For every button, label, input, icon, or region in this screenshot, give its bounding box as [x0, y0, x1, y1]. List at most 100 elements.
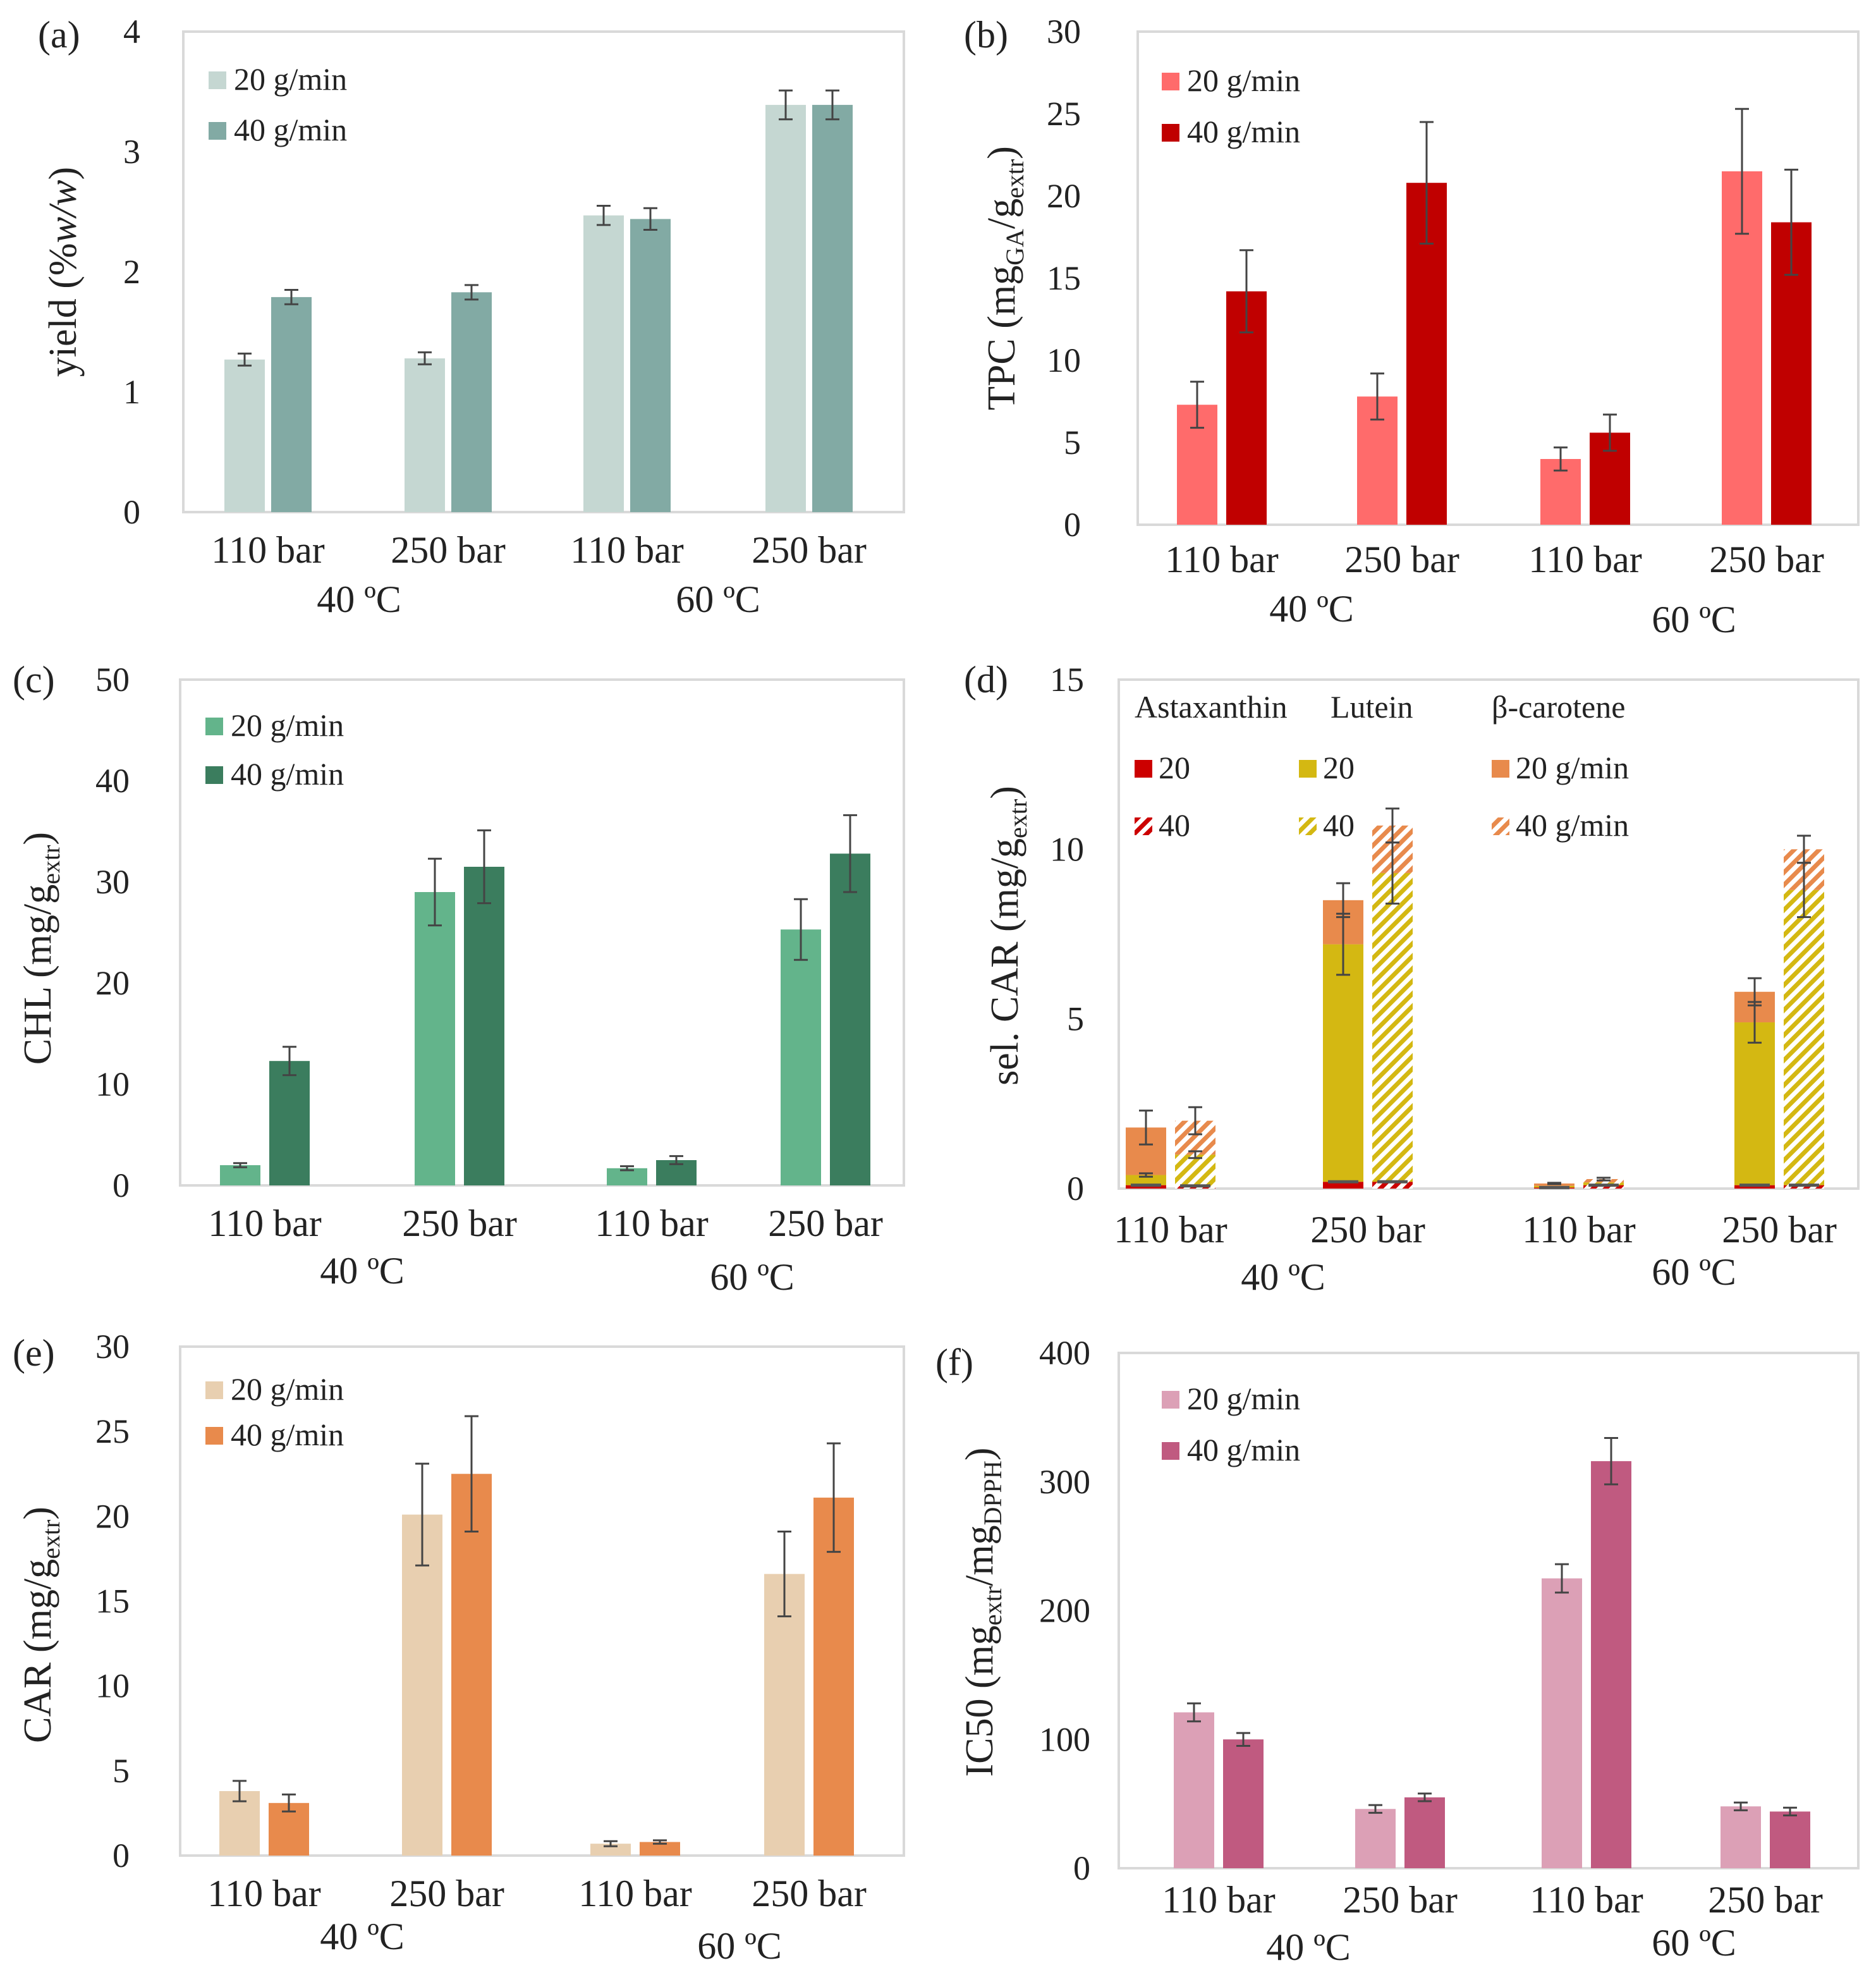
x-tick: 250 bar: [1708, 1879, 1823, 1921]
legend-d: Astaxanthin Lutein β-carotene 20 20 20 g…: [1135, 689, 1629, 843]
bar-20-2: [1542, 1578, 1582, 1868]
legend-swatch-20: [1162, 73, 1179, 90]
legend-b: 20 g/min 40 g/min: [1162, 63, 1300, 149]
group-label: 60 ºC: [697, 1925, 782, 1967]
y-tick: 10: [1050, 830, 1084, 868]
bar-40-2: [630, 219, 671, 512]
segment-astax-20-1: [1323, 1182, 1363, 1189]
panel-e: (e) CAR (mg/gextr) 0 5 10 15 20 25 30 20…: [13, 1328, 905, 1967]
panel-label-e: (e): [13, 1332, 55, 1374]
group-label: 40 ºC: [1266, 1926, 1351, 1968]
bar-20-0: [220, 1165, 260, 1185]
legend-label: 40: [1323, 807, 1355, 843]
segment-astax-40-3: [1784, 1185, 1824, 1189]
y-tick: 400: [1039, 1334, 1090, 1372]
bar-40-3: [812, 104, 853, 512]
bar-20-1: [405, 358, 445, 512]
x-tick: 250 bar: [389, 1873, 504, 1914]
legend-label-40: 40 g/min: [1187, 114, 1300, 149]
y-axis-label-c: CHL (mg/gextr): [16, 832, 65, 1065]
y-tick: 25: [95, 1412, 130, 1450]
y-tick: 20: [1047, 177, 1081, 215]
bar-20-1: [402, 1514, 442, 1856]
legend-label-40: 40 g/min: [234, 112, 347, 147]
x-tick: 110 bar: [1114, 1209, 1227, 1251]
group-label: 40 ºC: [320, 1916, 405, 1957]
y-tick: 10: [1047, 341, 1081, 379]
bars-b: [1177, 107, 1812, 525]
bar-40-3: [830, 853, 870, 1185]
legend-c: 20 g/min 40 g/min: [205, 707, 344, 792]
legend-label: 40 g/min: [1516, 807, 1629, 843]
segment-astax-40-1: [1372, 1182, 1413, 1189]
legend-swatch-astaxanthin-20: [1135, 760, 1152, 778]
legend-a: 20 g/min 40 g/min: [209, 61, 347, 147]
legend-swatch-40: [205, 766, 223, 784]
bar-40-0: [269, 1061, 310, 1185]
bars-a: [224, 89, 853, 512]
bar-20-1: [415, 892, 455, 1185]
panel-c: (c) CHL (mg/gextr) 0 10 20 30 40 50 20 g…: [13, 659, 905, 1298]
y-ticks-c: 0 10 20 30 40 50: [95, 661, 130, 1204]
y-tick: 15: [1047, 259, 1081, 297]
x-tick: 250 bar: [402, 1202, 517, 1244]
bar-20-3: [1721, 1806, 1761, 1868]
legend-label: 20: [1159, 750, 1190, 785]
legend-label-20: 20 g/min: [231, 1371, 344, 1407]
legend-swatch-lutein-20: [1299, 760, 1317, 778]
panel-a: (a) yield (%w/w) 0 1 2 3 4 20 g/min 40 g…: [38, 13, 905, 620]
y-tick: 1: [123, 373, 140, 411]
bar-40-1: [464, 867, 504, 1185]
segment-astax-20-0: [1126, 1185, 1166, 1189]
y-tick: 50: [95, 661, 130, 699]
y-tick: 20: [95, 964, 130, 1002]
panel-label-f: (f): [935, 1342, 973, 1383]
y-tick: 4: [123, 13, 140, 51]
x-tick: 250 bar: [1344, 539, 1459, 580]
panel-label-d: (d): [964, 659, 1008, 701]
legend-label-20: 20 g/min: [1187, 63, 1300, 98]
panel-d: (d) sel. CAR (mg/gextr) 0 5 10 15 Astaxa…: [964, 659, 1860, 1298]
legend-label: 40: [1159, 807, 1190, 843]
group-label: 60 ºC: [1652, 1251, 1736, 1293]
y-tick: 300: [1039, 1463, 1090, 1501]
y-tick: 15: [1050, 661, 1084, 699]
group-label: 40 ºC: [1269, 588, 1354, 630]
y-tick: 5: [113, 1752, 130, 1790]
legend-swatch-lutein-40: [1299, 817, 1317, 835]
bar-40-0: [271, 297, 312, 512]
y-tick: 30: [95, 1328, 130, 1366]
y-ticks-d: 0 5 10 15: [1050, 661, 1084, 1208]
bar-40-3: [813, 1497, 854, 1856]
segment-astax-40-2: [1583, 1185, 1624, 1189]
bar-20-3: [781, 929, 821, 1185]
legend-swatch-40: [1162, 1442, 1179, 1460]
y-tick: 2: [123, 253, 140, 291]
y-ticks-f: 0 100 200 300 400: [1039, 1334, 1090, 1887]
x-tick: 110 bar: [211, 529, 324, 571]
y-axis-label-a: yield (%w/w): [42, 167, 85, 377]
x-tick: 250 bar: [1709, 539, 1824, 580]
x-tick: 110 bar: [1528, 539, 1642, 580]
y-tick: 40: [95, 762, 130, 800]
panel-label-c: (c): [13, 659, 55, 701]
y-tick: 30: [1047, 13, 1081, 51]
y-tick: 15: [95, 1582, 130, 1620]
y-tick: 200: [1039, 1592, 1090, 1630]
y-ticks-e: 0 5 10 15 20 25 30: [95, 1328, 130, 1875]
segment-lutein-20-3: [1734, 1022, 1775, 1185]
group-label: 60 ºC: [1652, 599, 1736, 640]
segment-lutein-40-1: [1372, 872, 1413, 1182]
x-tick: 250 bar: [752, 1873, 867, 1914]
x-tick: 110 bar: [1165, 539, 1278, 580]
segment-lutein-20-0: [1126, 1175, 1166, 1185]
y-tick: 5: [1064, 424, 1081, 462]
x-categories-b: 110 bar 250 bar 110 bar 250 bar 40 ºC 60…: [1165, 539, 1824, 640]
y-ticks-a: 0 1 2 3 4: [123, 13, 140, 531]
y-tick: 25: [1047, 95, 1081, 133]
x-tick: 250 bar: [1343, 1879, 1458, 1921]
y-tick: 0: [1073, 1849, 1090, 1887]
legend-label: 20: [1323, 750, 1355, 785]
bar-40-1: [451, 1474, 492, 1856]
